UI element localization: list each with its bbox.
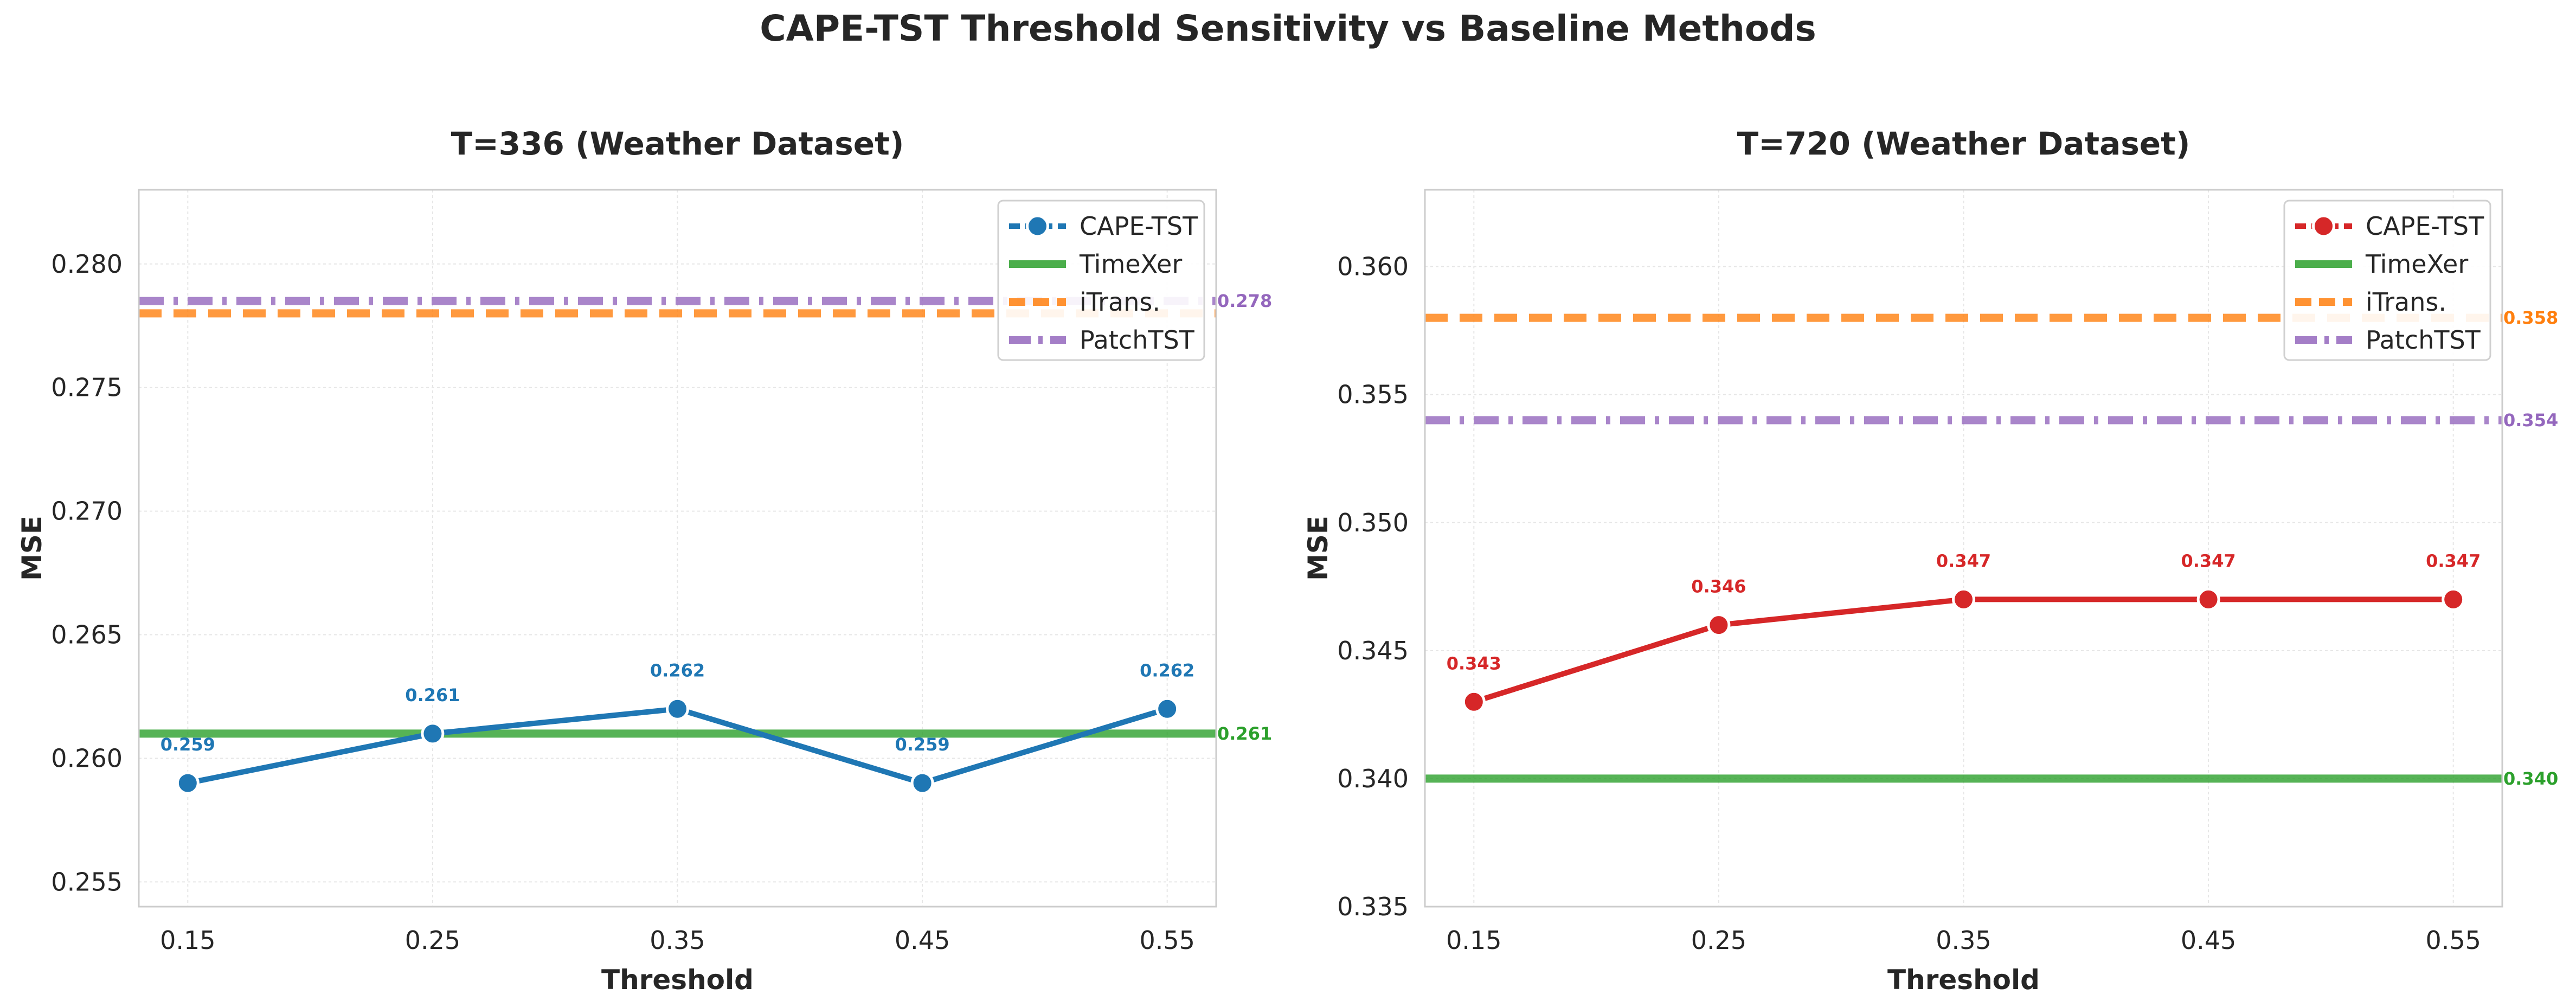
legend-item: iTrans. xyxy=(2295,287,2446,317)
data-label: 0.259 xyxy=(895,734,949,755)
legend-item: CAPE-TST xyxy=(1009,211,1198,241)
legend-swatch-marker xyxy=(2312,214,2335,238)
data-label: 0.262 xyxy=(1140,660,1194,681)
x-tick-label: 0.45 xyxy=(2181,926,2236,955)
y-tick-label: 0.260 xyxy=(51,743,123,773)
legend-item: TimeXer xyxy=(2295,249,2468,279)
x-axis-label: Threshold xyxy=(1887,964,2040,996)
data-point xyxy=(1155,697,1179,721)
x-tick-label: 0.55 xyxy=(1139,926,1194,955)
x-tick-label: 0.25 xyxy=(405,926,460,955)
data-label: 0.347 xyxy=(2426,550,2481,571)
chart-title: T=336 (Weather Dataset) xyxy=(451,125,904,162)
y-tick-label: 0.350 xyxy=(1337,508,1409,537)
legend-label: CAPE-TST xyxy=(1080,211,1198,241)
legend: CAPE-TST TimeXer iTrans. PatchTST xyxy=(2283,200,2491,361)
data-label: 0.343 xyxy=(1447,653,1501,673)
figure-title: CAPE-TST Threshold Sensitivity vs Baseli… xyxy=(760,8,1816,49)
y-tick-label: 0.275 xyxy=(51,373,123,402)
data-point xyxy=(421,722,445,746)
baseline-value-label: 0.278 xyxy=(1217,291,1272,311)
baseline-value-label: 0.261 xyxy=(1217,723,1272,744)
data-point xyxy=(176,771,200,795)
y-tick-label: 0.355 xyxy=(1337,380,1409,409)
data-point xyxy=(1707,613,1731,637)
data-label: 0.347 xyxy=(1936,550,1991,571)
y-tick-label: 0.340 xyxy=(1337,764,1409,793)
plot-frame xyxy=(138,189,1217,908)
legend-label: CAPE-TST xyxy=(2366,211,2484,241)
x-tick-label: 0.55 xyxy=(2425,926,2481,955)
legend-label: PatchTST xyxy=(1080,325,1195,355)
y-tick-label: 0.270 xyxy=(51,497,123,526)
y-axis-label: MSE xyxy=(16,516,48,581)
x-tick-label: 0.25 xyxy=(1691,926,1746,955)
y-tick-label: 0.280 xyxy=(51,249,123,279)
data-point xyxy=(1462,690,1486,714)
legend-label: TimeXer xyxy=(1079,249,1182,279)
legend-item: CAPE-TST xyxy=(2295,211,2484,241)
legend-label: PatchTST xyxy=(2366,325,2481,355)
data-point xyxy=(910,771,934,795)
y-tick-label: 0.265 xyxy=(51,620,123,650)
legend-item: iTrans. xyxy=(1009,287,1160,317)
legend-label: iTrans. xyxy=(2366,287,2446,317)
data-point xyxy=(2196,587,2220,611)
y-tick-label: 0.335 xyxy=(1337,892,1409,921)
data-point xyxy=(2442,587,2465,611)
data-label: 0.262 xyxy=(650,660,705,681)
legend-label: TimeXer xyxy=(2365,249,2468,279)
legend-label: iTrans. xyxy=(1080,287,1160,317)
data-point xyxy=(1952,587,1975,611)
y-axis-label: MSE xyxy=(1302,516,1334,581)
legend: CAPE-TST TimeXer iTrans. PatchTST xyxy=(997,200,1205,361)
y-tick-label: 0.345 xyxy=(1337,636,1409,665)
legend-item: TimeXer xyxy=(1009,249,1182,279)
data-label: 0.259 xyxy=(160,734,215,755)
legend-box xyxy=(2283,200,2491,361)
legend-swatch-marker xyxy=(1026,214,1049,238)
baseline-value-label: 0.358 xyxy=(2503,307,2558,328)
chart-panel-2: 0.340 0.358 0.354 0.343 0.346 0.347 0.347 0.347… xyxy=(1302,125,2558,996)
x-tick-label: 0.15 xyxy=(160,926,215,955)
x-tick-label: 0.35 xyxy=(1936,926,1991,955)
x-tick-label: 0.15 xyxy=(1446,926,1501,955)
chart-title: T=720 (Weather Dataset) xyxy=(1737,125,2190,162)
y-tick-label: 0.360 xyxy=(1337,252,1409,281)
data-label: 0.346 xyxy=(1691,576,1746,597)
plot-frame xyxy=(1424,189,2503,908)
data-label: 0.261 xyxy=(405,685,460,705)
chart-panel-1: 0.261 0.278 0.259 0.261 0.262 0.259 0.262 0.255… xyxy=(16,125,1272,996)
data-label: 0.347 xyxy=(2181,550,2235,571)
data-point xyxy=(666,697,689,721)
x-axis-label: Threshold xyxy=(601,964,754,996)
baseline-value-label: 0.354 xyxy=(2503,410,2558,431)
legend-box xyxy=(997,200,1205,361)
baseline-value-label: 0.340 xyxy=(2503,768,2558,789)
legend-item: PatchTST xyxy=(1009,325,1195,355)
x-tick-label: 0.35 xyxy=(650,926,705,955)
y-tick-label: 0.255 xyxy=(51,867,123,896)
x-tick-label: 0.45 xyxy=(895,926,950,955)
legend-item: PatchTST xyxy=(2295,325,2481,355)
